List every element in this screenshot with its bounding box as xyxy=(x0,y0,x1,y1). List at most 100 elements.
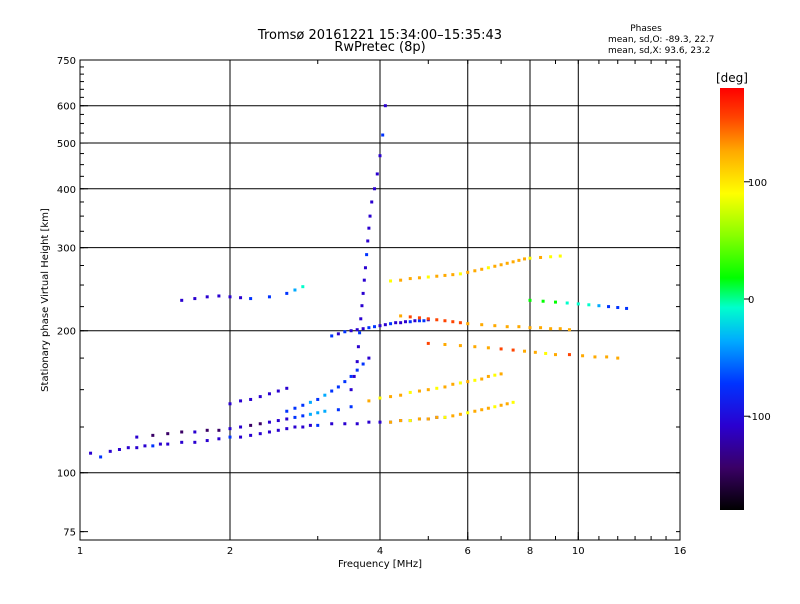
data-point xyxy=(249,398,252,401)
data-point xyxy=(285,387,288,390)
data-point xyxy=(166,432,169,435)
data-point xyxy=(459,413,462,416)
data-point xyxy=(539,326,542,329)
data-point xyxy=(409,315,412,318)
data-point xyxy=(512,349,515,352)
data-point xyxy=(309,401,312,404)
data-point xyxy=(534,351,537,354)
data-point xyxy=(554,301,557,304)
data-point xyxy=(625,307,628,310)
data-point xyxy=(239,296,242,299)
data-point xyxy=(337,332,340,335)
data-point xyxy=(394,321,397,324)
data-point xyxy=(143,444,146,447)
data-point xyxy=(549,327,552,330)
colorbar-label: [deg] xyxy=(716,71,748,85)
data-point xyxy=(180,299,183,302)
data-point xyxy=(459,344,462,347)
data-point xyxy=(616,357,619,360)
data-point xyxy=(399,419,402,422)
x-tick-label: 2 xyxy=(227,546,233,557)
data-point xyxy=(99,455,102,458)
x-axis-label: Frequency [MHz] xyxy=(338,559,422,570)
data-point xyxy=(381,134,384,137)
data-point xyxy=(427,342,430,345)
y-tick-label: 75 xyxy=(63,528,76,539)
data-point xyxy=(597,304,600,307)
data-point xyxy=(323,394,326,397)
data-point xyxy=(493,405,496,408)
data-point xyxy=(193,441,196,444)
data-point xyxy=(487,346,490,349)
data-point xyxy=(358,331,361,334)
data-point xyxy=(369,215,372,218)
data-point xyxy=(493,265,496,268)
data-point xyxy=(473,410,476,413)
data-point xyxy=(389,395,392,398)
data-point xyxy=(249,297,252,300)
colorbar-ticks: 1000-100 xyxy=(744,178,771,423)
data-point xyxy=(379,421,382,424)
data-point xyxy=(539,256,542,259)
data-point xyxy=(309,413,312,416)
data-point xyxy=(309,424,312,427)
y-axis-label: Stationary phase Virtual Height [km] xyxy=(40,208,51,392)
data-point xyxy=(443,319,446,322)
data-point xyxy=(587,303,590,306)
data-point xyxy=(229,427,232,430)
data-point xyxy=(229,295,232,298)
data-point xyxy=(554,353,557,356)
y-axis-ticks: 75100200300400500600750 xyxy=(57,56,680,539)
data-point xyxy=(193,297,196,300)
data-point xyxy=(127,446,130,449)
data-point xyxy=(285,410,288,413)
colorbar-tick-label: -100 xyxy=(748,412,771,423)
data-point xyxy=(356,369,359,372)
data-point xyxy=(301,404,304,407)
data-point xyxy=(451,320,454,323)
data-point xyxy=(379,154,382,157)
data-point xyxy=(366,239,369,242)
data-point xyxy=(544,352,547,355)
data-point xyxy=(568,328,571,331)
y-tick-label: 750 xyxy=(57,56,76,67)
colorbar xyxy=(720,88,744,510)
data-point xyxy=(427,417,430,420)
data-point xyxy=(293,289,296,292)
data-point xyxy=(367,421,370,424)
data-point xyxy=(542,300,545,303)
data-point xyxy=(473,345,476,348)
data-point xyxy=(384,104,387,107)
data-point xyxy=(89,452,92,455)
x-tick-label: 8 xyxy=(527,546,533,557)
data-point xyxy=(399,279,402,282)
data-point xyxy=(350,375,353,378)
data-point xyxy=(422,319,425,322)
x-tick-label: 1 xyxy=(77,546,83,557)
data-point xyxy=(418,390,421,393)
data-point xyxy=(135,436,138,439)
data-point xyxy=(193,430,196,433)
data-point xyxy=(277,419,280,422)
data-point xyxy=(500,372,503,375)
data-point xyxy=(473,379,476,382)
y-tick-label: 200 xyxy=(57,327,76,338)
data-point xyxy=(285,292,288,295)
data-point xyxy=(343,330,346,333)
data-point xyxy=(259,395,262,398)
data-point xyxy=(249,434,252,437)
data-point xyxy=(206,439,209,442)
data-point xyxy=(559,255,562,258)
data-point xyxy=(581,354,584,357)
data-point xyxy=(293,426,296,429)
data-point xyxy=(360,304,363,307)
ionogram-chart: Tromsø 20161221 15:34:00–15:35:43 RwPret… xyxy=(0,0,800,600)
data-point xyxy=(357,345,360,348)
data-point xyxy=(239,436,242,439)
data-point xyxy=(259,422,262,425)
data-point xyxy=(249,424,252,427)
data-point xyxy=(500,404,503,407)
data-point xyxy=(353,375,356,378)
data-point xyxy=(466,271,469,274)
data-point xyxy=(159,443,162,446)
